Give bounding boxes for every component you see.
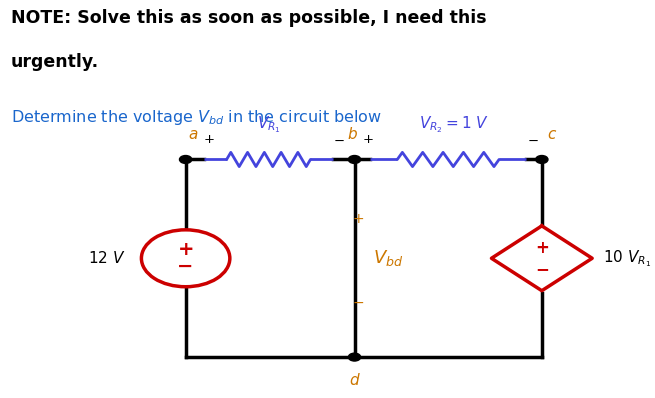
Text: $10\ V_{R_1}$: $10\ V_{R_1}$ [603,248,652,269]
Text: $-$: $-$ [527,133,539,146]
Text: $b$: $b$ [347,127,358,142]
Text: NOTE: Solve this as soon as possible, I need this: NOTE: Solve this as soon as possible, I … [10,9,486,27]
Text: $V_{R_2}=1\ V$: $V_{R_2}=1\ V$ [419,114,489,135]
Text: $-$: $-$ [352,295,364,309]
Text: +: + [178,240,194,259]
Text: $d$: $d$ [348,372,360,388]
Text: $V_{R_1}$: $V_{R_1}$ [257,114,280,135]
Text: urgently.: urgently. [10,53,99,71]
Circle shape [536,156,548,164]
Text: $+$: $+$ [362,133,373,146]
Circle shape [348,156,361,164]
Circle shape [179,156,192,164]
Text: $V_{bd}$: $V_{bd}$ [373,248,403,268]
Text: $+$: $+$ [203,133,214,146]
Text: $a$: $a$ [188,127,198,142]
Text: $12\ V$: $12\ V$ [88,250,126,266]
Text: $+$: $+$ [352,212,364,226]
Text: −: − [178,258,194,276]
Text: +: + [535,238,549,257]
Text: −: − [535,260,549,278]
Text: Determine the voltage $V_{bd}$ in the circuit below: Determine the voltage $V_{bd}$ in the ci… [10,108,382,127]
Text: $c$: $c$ [547,127,557,142]
Text: $-$: $-$ [333,133,345,146]
Circle shape [348,353,361,361]
